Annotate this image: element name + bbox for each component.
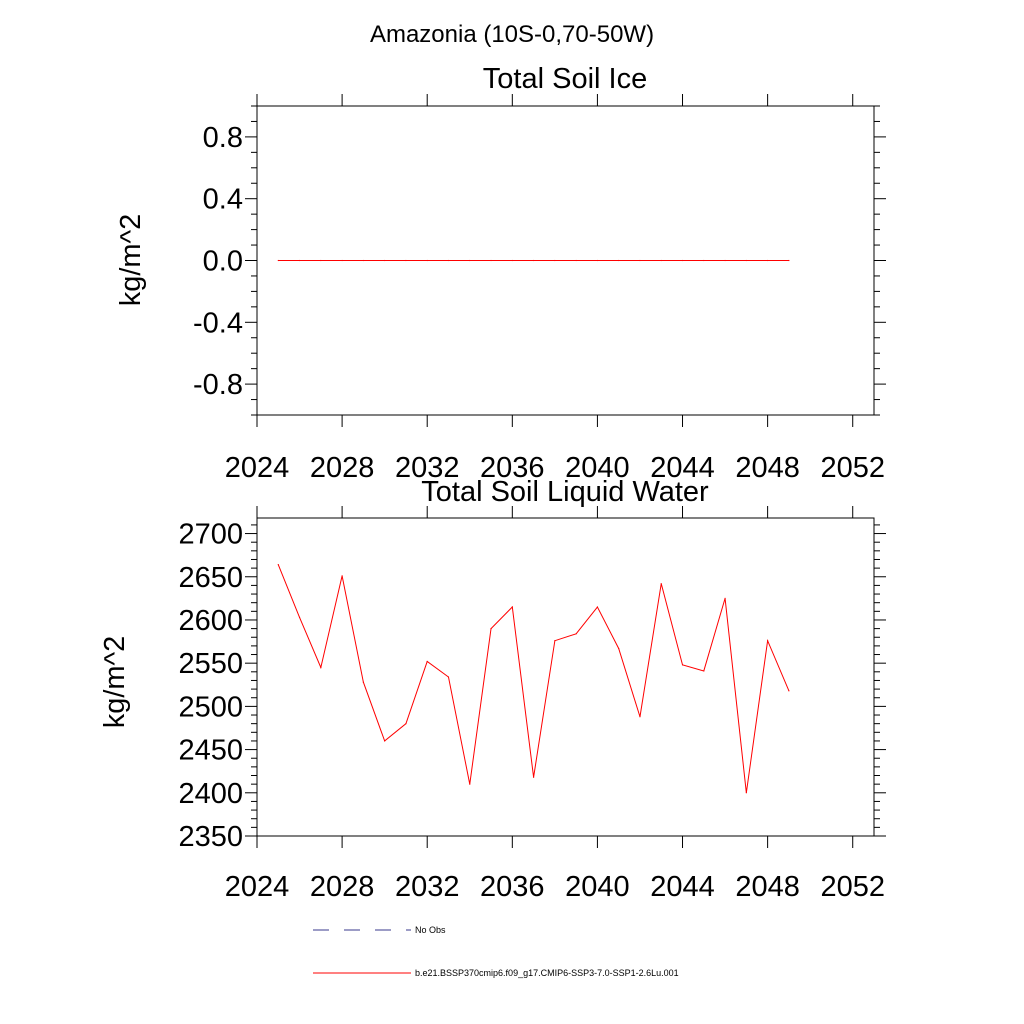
y-axis-label: kg/m^2	[99, 636, 131, 729]
data-point	[532, 259, 535, 262]
x-tick-label: 2024	[225, 871, 290, 903]
y-tick-label: 2700	[178, 519, 243, 551]
x-tick-label: 2052	[820, 452, 885, 484]
data-point	[298, 259, 301, 262]
y-tick-label: 2450	[178, 735, 243, 767]
data-point	[596, 259, 599, 262]
data-point	[681, 664, 684, 666]
data-point	[447, 259, 450, 262]
plot-frame	[256, 517, 875, 837]
y-tick-label: 0.4	[203, 184, 243, 216]
y-tick-label: 2350	[178, 821, 243, 853]
data-point	[618, 647, 620, 650]
data-point	[469, 259, 471, 262]
x-tick-label: 2040	[565, 871, 630, 903]
series-line	[277, 564, 790, 793]
data-point	[575, 633, 577, 635]
data-point	[724, 259, 726, 262]
data-point	[660, 583, 662, 585]
y-axis-label: kg/m^2	[115, 214, 147, 307]
data-point	[703, 259, 705, 262]
data-point	[639, 259, 641, 262]
data-point	[554, 640, 556, 642]
x-tick-label: 2032	[395, 871, 460, 903]
x-tick-label: 2036	[480, 452, 545, 484]
legend-label: b.e21.BSSP370cmip6.f09_g17.CMIP6-SSP3-7.…	[415, 968, 679, 978]
data-point	[724, 597, 726, 599]
data-point	[384, 259, 386, 262]
series-layer	[277, 259, 790, 262]
x-tick-label: 2036	[480, 871, 545, 903]
x-tick-label: 2028	[310, 871, 375, 903]
x-tick-label: 2048	[735, 871, 800, 903]
legend: No Obs b.e21.BSSP370cmip6.f09_g17.CMIP6-…	[313, 925, 679, 978]
series-layer	[277, 564, 790, 794]
legend-entry-model-run: b.e21.BSSP370cmip6.f09_g17.CMIP6-SSP3-7.…	[313, 968, 679, 978]
panel-soil-ice: Total Soil Ice kg/m^2 2024 2028 2032 2036 20…	[115, 63, 886, 484]
data-point	[277, 564, 279, 566]
x-tick-label: 2028	[310, 452, 375, 484]
data-point	[277, 259, 279, 262]
data-point	[554, 259, 556, 262]
data-point	[745, 259, 747, 262]
y-tick-label: 2650	[178, 562, 243, 594]
data-point	[596, 606, 599, 608]
data-point	[362, 259, 364, 262]
data-point	[660, 259, 662, 262]
x-tick-label: 2044	[650, 452, 715, 484]
x-tick-label: 2048	[735, 452, 800, 484]
legend-label: No Obs	[415, 925, 446, 935]
data-point	[341, 575, 343, 577]
data-point	[405, 259, 407, 262]
y-tick-label: -0.8	[193, 369, 243, 401]
data-point	[532, 776, 535, 778]
data-point	[426, 660, 428, 663]
data-point	[469, 783, 471, 785]
y-tick-label: -0.4	[193, 307, 243, 339]
data-point	[384, 740, 386, 742]
data-point	[767, 259, 769, 262]
y-tick-label: 0.8	[203, 122, 243, 154]
x-tick-label: 2044	[650, 871, 715, 903]
data-point	[767, 640, 769, 642]
data-point	[405, 723, 407, 725]
data-point	[639, 716, 641, 718]
data-point	[618, 259, 620, 262]
data-point	[511, 606, 513, 608]
data-point	[511, 259, 513, 262]
data-point	[447, 676, 450, 678]
data-point	[703, 670, 705, 672]
y-tick-label: 2400	[178, 778, 243, 810]
tick-layer: 2024 2028 2032 2036 2040 2044 2048 2052 2700 2650…	[178, 506, 886, 903]
chart-title: Total Soil Ice	[483, 63, 647, 95]
data-point	[341, 259, 343, 262]
data-point	[362, 681, 364, 683]
x-tick-label: 2024	[225, 452, 290, 484]
tick-layer: 2024 2028 2032 2036 2040 2044 2048 2052 0.8 0.4 0.…	[193, 94, 886, 484]
y-tick-label: 0.0	[203, 246, 243, 278]
y-tick-label: 2550	[178, 648, 243, 680]
x-tick-label: 2052	[820, 871, 885, 903]
data-point	[490, 259, 492, 262]
data-point	[320, 259, 322, 262]
y-tick-label: 2600	[178, 605, 243, 637]
data-point	[320, 666, 322, 669]
data-point	[575, 259, 577, 262]
data-point	[745, 792, 747, 794]
data-point	[788, 690, 790, 692]
data-point	[681, 259, 684, 262]
data-point	[490, 628, 492, 630]
data-point	[298, 616, 301, 618]
data-point	[426, 259, 428, 262]
x-tick-label: 2040	[565, 452, 630, 484]
y-tick-label: 2500	[178, 691, 243, 723]
panel-soil-liquid-water: Total Soil Liquid Water kg/m^2 2024 2028 2…	[99, 476, 886, 903]
data-point	[788, 259, 790, 262]
plot-frame	[256, 105, 875, 416]
figure-title: Amazonia (10S-0,70-50W)	[370, 21, 654, 48]
x-tick-label: 2032	[395, 452, 460, 484]
legend-entry-no-obs: No Obs	[313, 925, 446, 935]
chart-title: Total Soil Liquid Water	[421, 476, 709, 508]
